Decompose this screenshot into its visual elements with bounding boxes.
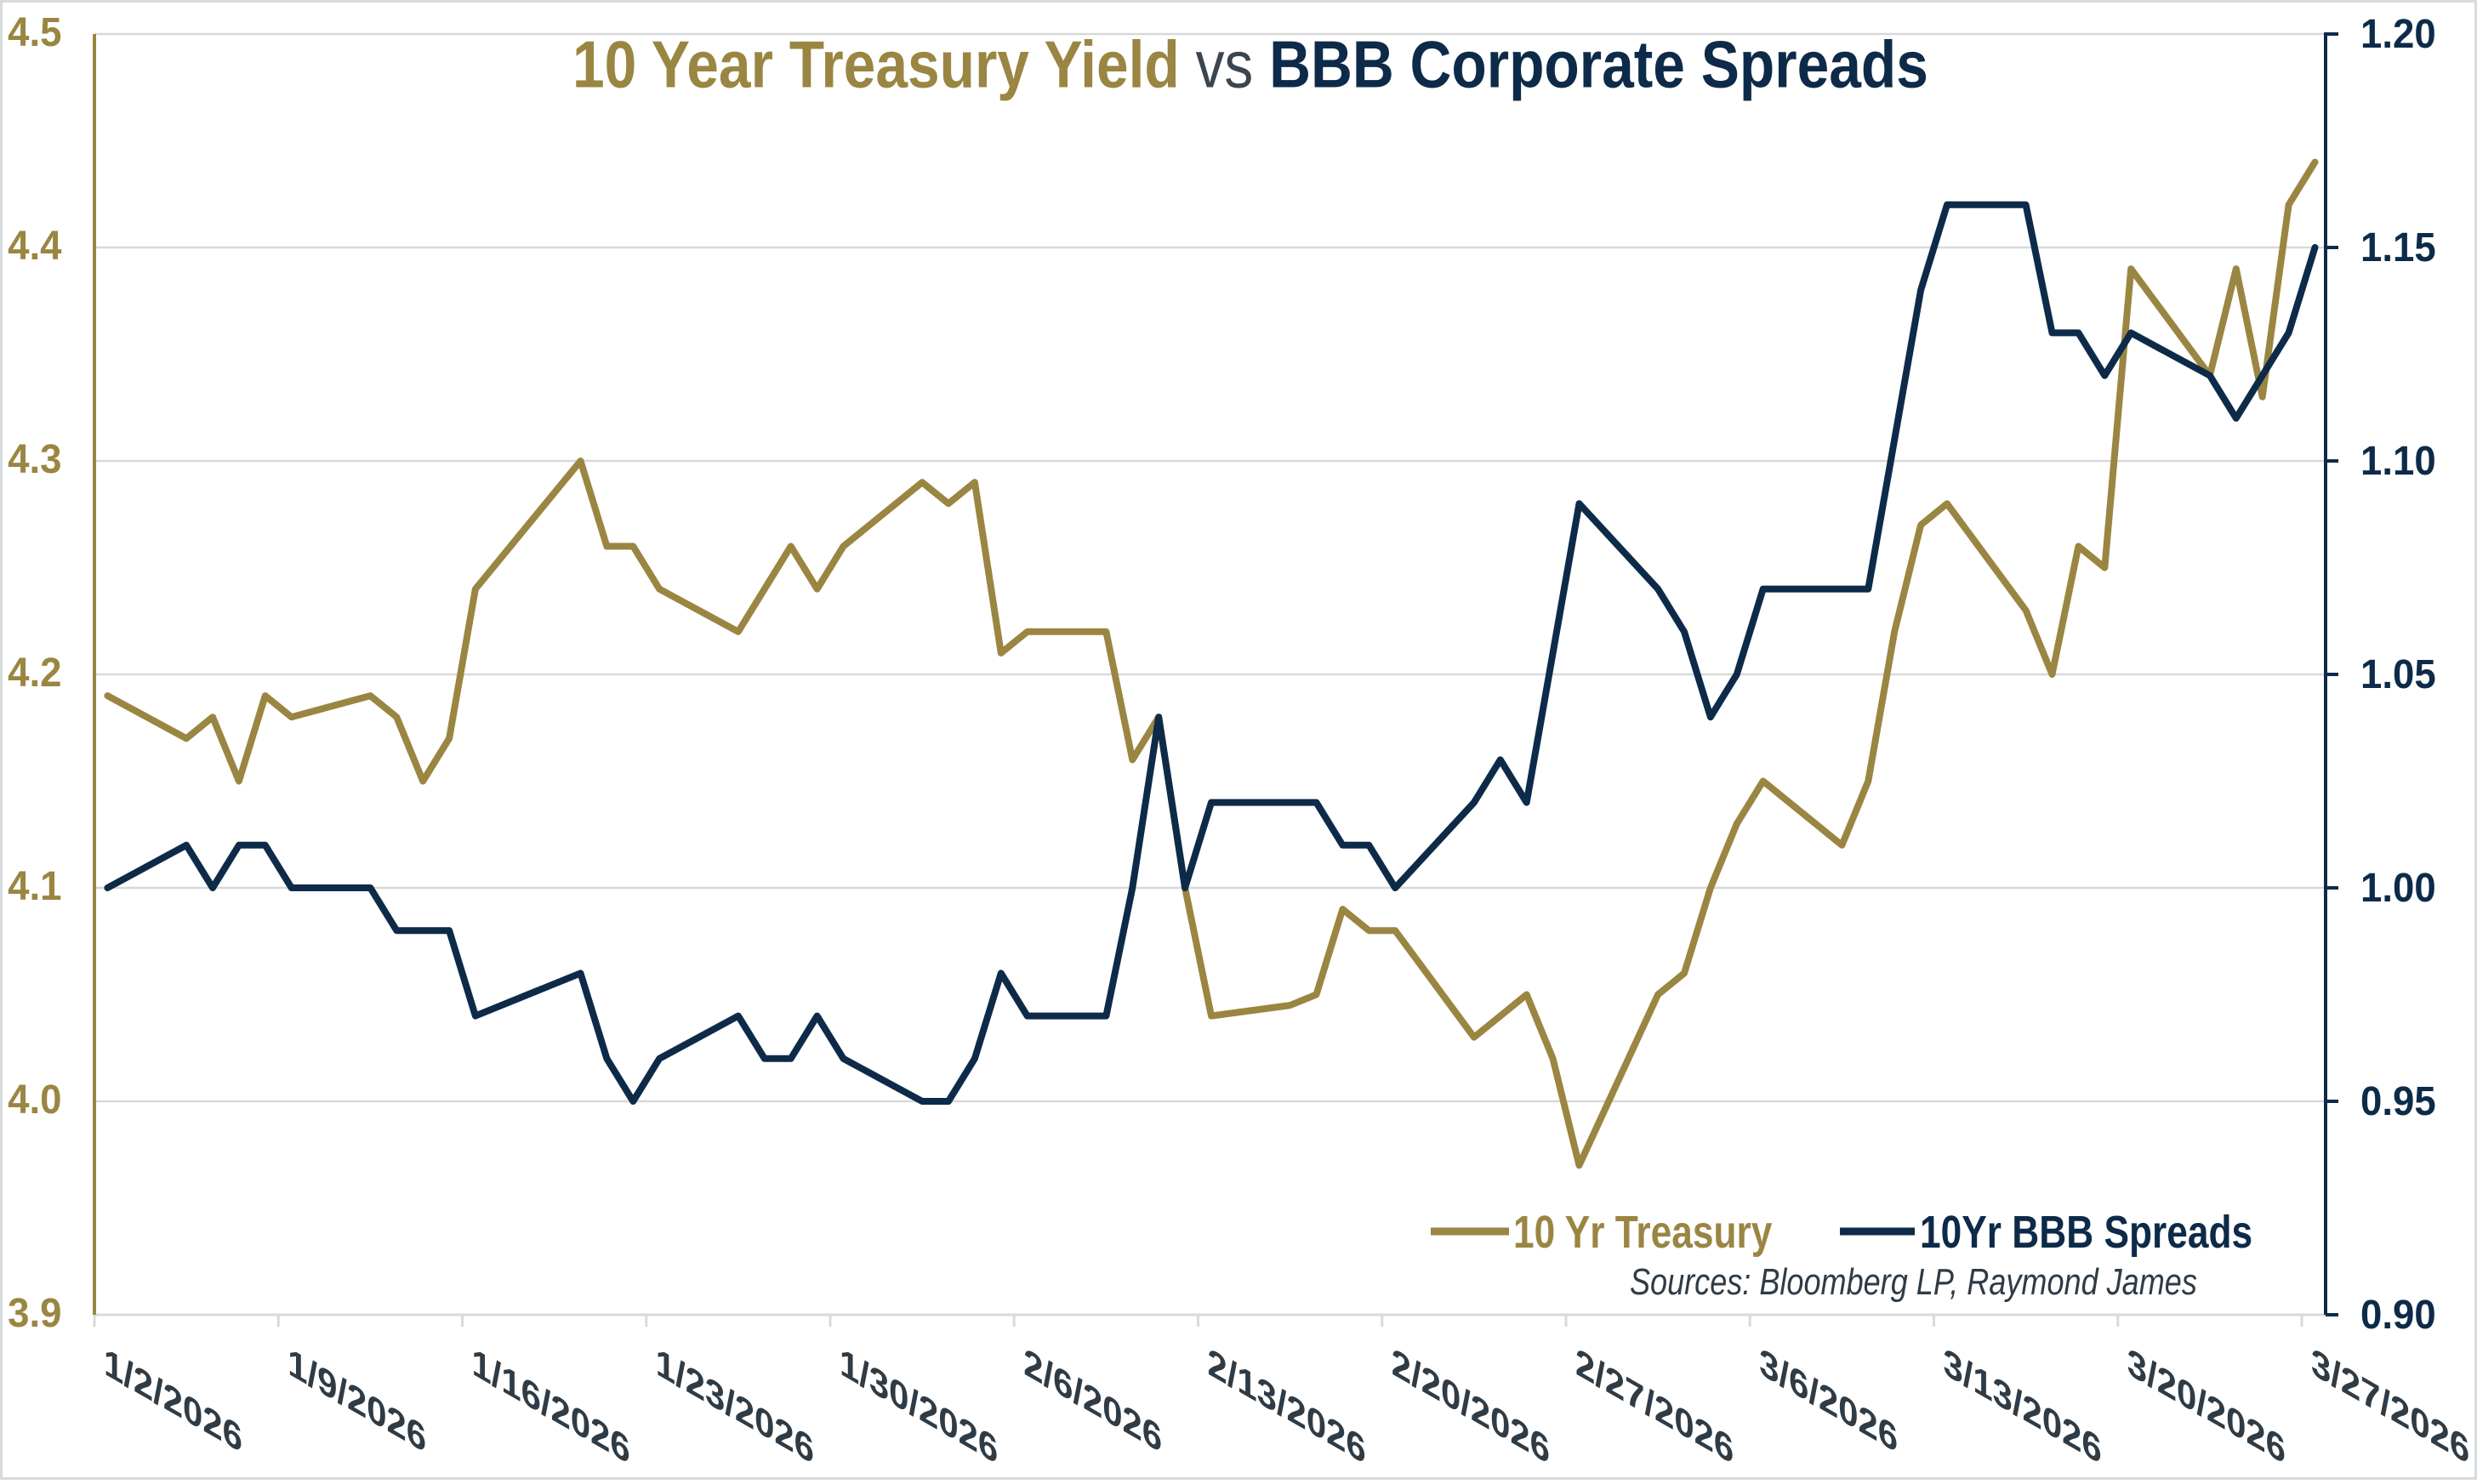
svg-text:1.15: 1.15 [2360, 225, 2436, 270]
svg-text:Sources: Bloomberg LP, Raymond: Sources: Bloomberg LP, Raymond James [1630, 1261, 2197, 1303]
svg-text:10 Yr Treasury: 10 Yr Treasury [1513, 1207, 1773, 1258]
svg-text:1.00: 1.00 [2360, 865, 2436, 910]
svg-text:0.95: 0.95 [2360, 1078, 2436, 1123]
svg-text:10Yr BBB Spreads: 10Yr BBB Spreads [1920, 1207, 2252, 1258]
svg-text:4.4: 4.4 [8, 223, 61, 268]
svg-text:4.5: 4.5 [8, 9, 61, 54]
svg-text:0.90: 0.90 [2360, 1292, 2436, 1337]
svg-text:4.0: 4.0 [8, 1077, 61, 1122]
svg-text:1.05: 1.05 [2360, 651, 2436, 697]
svg-text:10 Year Treasury Yield vs BBB: 10 Year Treasury Yield vs BBB Corporate … [572, 28, 1928, 102]
svg-text:1.20: 1.20 [2360, 11, 2436, 56]
svg-text:1.10: 1.10 [2360, 438, 2436, 483]
svg-text:4.3: 4.3 [8, 436, 61, 481]
svg-text:4.1: 4.1 [8, 863, 61, 908]
svg-text:3.9: 3.9 [8, 1290, 61, 1335]
svg-text:4.2: 4.2 [8, 650, 61, 695]
